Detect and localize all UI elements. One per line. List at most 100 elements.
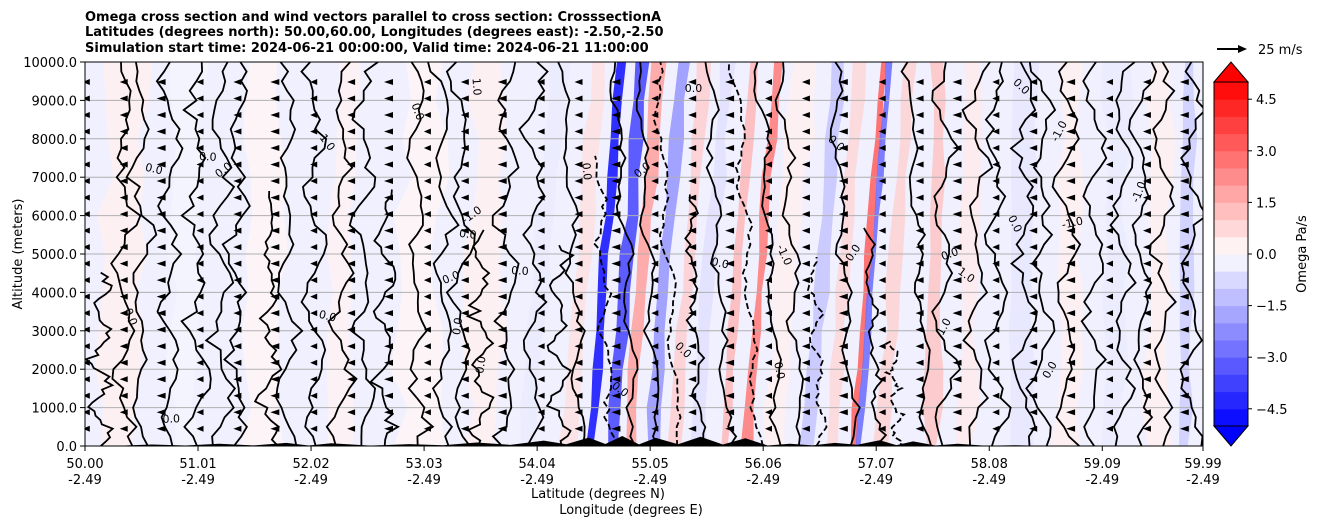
wind-vector-arrow <box>347 161 356 168</box>
wind-vector-arrow <box>384 376 393 383</box>
wind-vector-arrow <box>119 95 128 102</box>
contour-label: -1.0 <box>1061 214 1085 231</box>
contour-line <box>204 62 237 446</box>
wind-vector-arrow <box>384 79 393 85</box>
wind-vector-arrow <box>574 359 583 366</box>
wind-vector-arrow <box>460 194 469 201</box>
wind-vector-arrow <box>765 145 772 151</box>
wind-vector-arrow <box>310 112 318 118</box>
wind-vector-arrow <box>347 227 356 234</box>
wind-vector-arrow <box>1029 376 1038 383</box>
wind-vector-arrow <box>765 244 772 251</box>
wind-vector-arrow <box>460 343 469 350</box>
wind-vector-arrow <box>310 260 318 267</box>
wind-vector-arrow <box>688 376 697 383</box>
wind-vector-arrow <box>878 277 886 284</box>
wind-vector-arrow <box>1142 194 1151 201</box>
wind-vector-arrow <box>310 244 318 251</box>
wind-vector-arrow <box>915 79 924 85</box>
wind-vector-arrow <box>233 425 242 432</box>
contour-label: 0.0 <box>511 264 529 278</box>
wind-vector-arrow <box>878 112 886 118</box>
contour-line <box>829 62 861 446</box>
wind-vector-arrow <box>1066 79 1076 85</box>
wind-vector-arrow <box>765 409 772 416</box>
wind-vector-arrow <box>651 376 659 383</box>
wind-vector-arrow <box>878 128 886 135</box>
x-tick-label-lon: -2.49 <box>859 473 893 488</box>
wind-vector-arrow <box>384 227 393 234</box>
contour-line <box>753 62 782 446</box>
wind-vector-arrow <box>1179 277 1189 284</box>
wind-vector-arrow <box>952 359 962 366</box>
wind-vector-arrow <box>310 79 318 85</box>
wind-vector-arrow <box>838 392 848 399</box>
wind-vector-arrow <box>952 260 962 267</box>
wind-vector-arrow <box>497 343 507 350</box>
vector-key-arrowhead <box>1238 45 1247 53</box>
wind-vector-arrow <box>878 260 886 267</box>
wind-vector-arrow <box>1179 227 1189 234</box>
wind-vector-arrow <box>497 244 507 251</box>
wind-vector-arrow <box>801 277 810 284</box>
wind-vector-arrow <box>1142 293 1151 300</box>
wind-vector-arrow <box>384 194 393 201</box>
x-tick-label-lat: 53.03 <box>405 457 442 472</box>
wind-vector-arrow <box>1179 409 1189 416</box>
wind-vector-arrow <box>801 128 810 135</box>
wind-vector-arrow <box>537 128 545 135</box>
colorbar-segment <box>1214 219 1248 238</box>
wind-vector-arrow <box>611 178 621 184</box>
wind-vector-arrow <box>460 79 469 85</box>
wind-vector-arrow <box>878 425 886 432</box>
wind-vector-arrow <box>85 260 90 267</box>
wind-vector-arrow <box>119 392 128 399</box>
wind-vector-arrow <box>537 161 545 168</box>
wind-vector-arrow <box>497 392 507 399</box>
wind-vector-arrow <box>270 326 280 333</box>
wind-vector-arrow <box>1066 277 1076 284</box>
wind-vector-arrow <box>156 95 166 102</box>
wind-vector-arrow <box>497 194 507 201</box>
wind-vector-arrow <box>725 277 735 284</box>
wind-vector-arrow <box>85 95 90 102</box>
x-axis-label-longitude: Longitude (degrees E) <box>559 503 703 518</box>
wind-vector-arrow <box>952 425 962 432</box>
contour-line <box>491 62 520 446</box>
wind-vector-arrow <box>156 178 166 184</box>
wind-vector-arrow <box>156 112 166 118</box>
wind-vector-arrow <box>1066 260 1076 267</box>
wind-vector-arrow <box>1029 343 1038 350</box>
wind-vector-arrow <box>347 425 356 432</box>
wind-vector-arrow <box>384 95 393 102</box>
wind-vector-arrow <box>310 293 318 300</box>
wind-vector-arrow <box>765 112 772 118</box>
wind-vector-arrow <box>1142 227 1151 234</box>
wind-vector-arrow <box>725 392 735 399</box>
wind-vector-arrow <box>688 409 697 416</box>
wind-vector-arrow <box>574 392 583 399</box>
wind-vector-arrow <box>574 211 583 218</box>
wind-vector-arrow <box>1106 178 1113 184</box>
wind-vector-arrow <box>651 359 659 366</box>
wind-vector-arrow <box>196 277 204 284</box>
wind-vector-arrow <box>992 194 1000 201</box>
wind-vector-arrow <box>725 310 735 317</box>
wind-vector-arrow <box>156 293 166 300</box>
contour-label: 0.0 <box>771 361 787 381</box>
wind-vector-arrow <box>537 392 545 399</box>
wind-vector-arrow <box>1066 326 1076 333</box>
wind-vector-arrow <box>1142 128 1151 135</box>
wind-vector-arrow <box>611 211 621 218</box>
wind-vector-arrow <box>878 293 886 300</box>
wind-vector-arrow <box>651 145 659 151</box>
wind-vector-arrow <box>270 310 280 317</box>
wind-vector-arrow <box>992 277 1000 284</box>
terrain-silhouette <box>85 436 1203 446</box>
wind-vector-arrow <box>460 227 469 234</box>
wind-vector-arrow <box>310 310 318 317</box>
wind-vector-arrow <box>85 293 90 300</box>
wind-vector-arrow <box>423 326 431 333</box>
wind-vector-arrow <box>992 409 1000 416</box>
